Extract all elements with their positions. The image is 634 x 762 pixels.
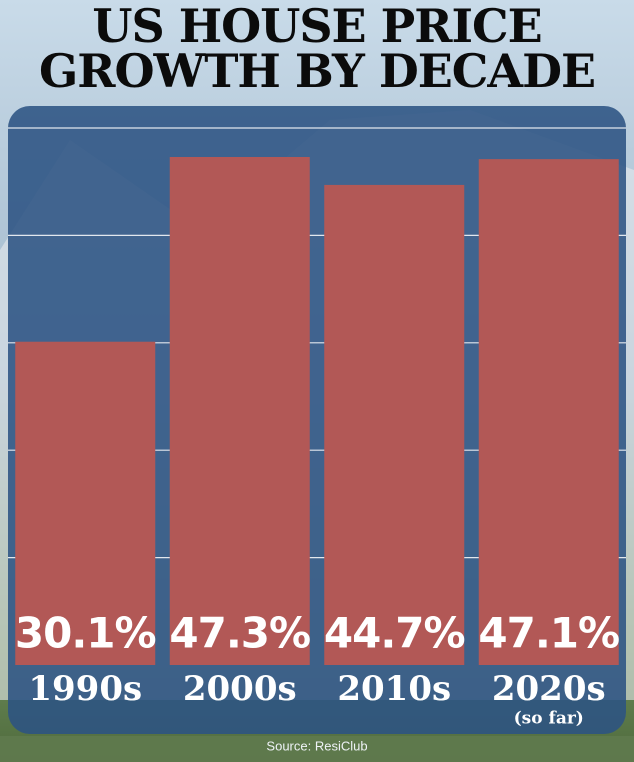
x-tick-label: 2020s [492,669,606,709]
bar [169,156,310,666]
source: Source: ResiClub [266,738,367,753]
bar [15,341,156,665]
value-label: 44.7% [324,609,465,658]
chart-title: US HOUSE PRICE [92,0,541,53]
x-tick-label: 1990s [28,669,142,709]
value-label: 47.3% [169,609,310,658]
value-label: 47.1% [478,609,619,658]
bar [324,184,465,665]
bar [478,159,619,665]
panel [8,106,626,734]
x-tick-label: 2000s [183,669,297,709]
source-strip [0,736,634,762]
chart-title: GROWTH BY DECADE [39,44,595,98]
value-label: 30.1% [15,609,156,658]
category-note: (so far) [514,709,584,729]
x-tick-label: 2010s [337,669,451,709]
